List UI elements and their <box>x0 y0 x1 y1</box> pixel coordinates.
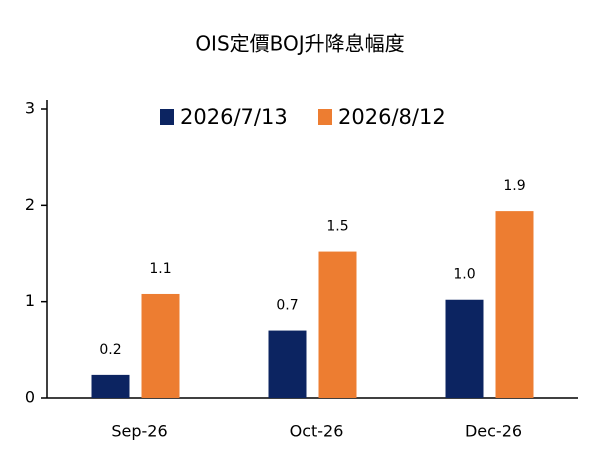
value-label: 0.2 <box>99 342 121 358</box>
value-label: 1.5 <box>326 219 348 235</box>
value-label: 1.1 <box>149 261 171 277</box>
y-tick-label: 2 <box>25 195 35 214</box>
value-label: 1.9 <box>503 178 525 194</box>
chart-title: OIS定價BOJ升降息幅度 <box>195 32 404 56</box>
bar <box>141 293 180 398</box>
value-label: 0.7 <box>276 298 298 314</box>
legend-swatch <box>160 109 174 125</box>
legend-swatch <box>318 109 332 125</box>
y-tick-label: 1 <box>25 291 35 310</box>
y-tick-label: 0 <box>25 388 35 407</box>
x-tick-label: Oct-26 <box>290 422 344 441</box>
bar <box>495 211 534 398</box>
bar <box>91 374 130 398</box>
y-tick-label: 3 <box>25 99 35 118</box>
bar <box>318 251 357 398</box>
legend-label: 2026/8/12 <box>338 105 446 129</box>
legend-label: 2026/7/13 <box>180 105 288 129</box>
x-tick-label: Sep-26 <box>111 422 167 441</box>
bar <box>445 299 484 398</box>
bar <box>268 330 307 398</box>
x-tick-label: Dec-26 <box>465 422 522 441</box>
value-label: 1.0 <box>453 267 475 283</box>
